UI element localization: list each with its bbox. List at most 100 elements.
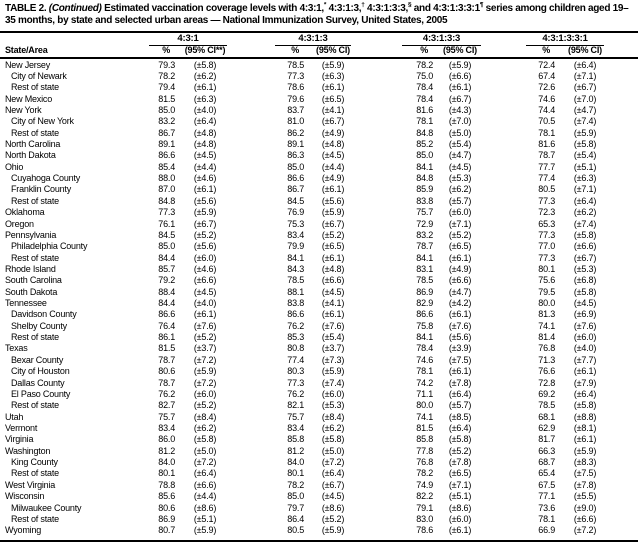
series-group-header: 4:3:1:3:3 (402, 33, 481, 46)
ci-cell: (±8.4) (193, 411, 217, 422)
percent-cell: 80.3 (287, 366, 304, 377)
percent-cell: 84.1 (287, 252, 304, 263)
ci-cell: (±6.5) (321, 93, 345, 104)
ci-cell: (±4.5) (448, 161, 472, 172)
ci-cell: (±6.2) (321, 423, 345, 433)
percent-cell: 83.0 (416, 513, 433, 524)
percent-cell: 78.2 (158, 70, 175, 81)
ci-cell: (±5.3) (573, 263, 597, 274)
percent-cell: 86.6 (158, 309, 175, 320)
area-cell: Oregon (5, 218, 34, 229)
ci-cell: (±6.6) (448, 70, 472, 81)
percent-cell: 75.7 (287, 411, 304, 422)
table-row: Rest of state 86.9 (±5.1) 86.4 (±5.2) 83.0 (±6… (0, 514, 613, 525)
ci-cell: (±7.1) (573, 184, 597, 195)
percent-cell: 79.1 (416, 502, 433, 513)
table-row: Wyoming 80.7 (±5.9) 80.5 (±5.9) 78.6 (±6.1) 66.… (0, 525, 613, 536)
area-cell: City of Houston (11, 366, 70, 377)
percent-cell: 83.2 (158, 116, 175, 127)
percent-cell: 74.9 (416, 479, 433, 490)
percent-cell: 68.7 (538, 457, 555, 468)
percent-cell: 65.3 (538, 218, 555, 229)
ci-cell: (±7.2) (321, 457, 345, 468)
percent-cell: 77.3 (287, 377, 304, 388)
footnote-marker: † (361, 1, 365, 9)
ci-cell: (±6.4) (321, 468, 345, 479)
percent-cell: 83.1 (416, 263, 433, 274)
percent-cell: 86.6 (416, 309, 433, 320)
percent-cell: 88.1 (287, 286, 304, 297)
percent-cell: 80.5 (538, 184, 555, 195)
percent-cell: 75.3 (287, 218, 304, 229)
series-group-underline (275, 45, 351, 46)
ci-cell: (±5.9) (193, 525, 217, 536)
percent-cell: 84.0 (287, 457, 304, 468)
ci-cell: (±5.4) (321, 332, 345, 343)
table-row: Rest of state 84.4 (±6.0) 84.1 (±6.1) 84.1 (±6… (0, 253, 613, 264)
ci-cell: (±4.7) (573, 104, 597, 115)
ci-cell: (±5.7) (448, 400, 472, 411)
ci-cell: (±5.0) (193, 445, 217, 456)
table-row: City of Houston 80.6 (±5.9) 80.3 (±5.9) 78.1 (… (0, 366, 613, 377)
percent-cell: 86.6 (287, 173, 304, 184)
percent-cell: 81.6 (538, 139, 555, 150)
column-header-ci: (95% CI) (443, 45, 477, 55)
percent-cell: 86.4 (287, 513, 304, 524)
percent-cell: 81.7 (538, 434, 555, 445)
header-bottom-rule (0, 56, 638, 59)
ci-cell: (±6.7) (573, 82, 597, 93)
ci-cell: (±6.1) (321, 252, 345, 263)
percent-cell: 82.2 (416, 491, 433, 502)
percent-cell: 72.6 (538, 82, 555, 93)
ci-cell: (±3.7) (321, 343, 345, 354)
ci-cell: (±6.1) (448, 525, 472, 536)
percent-cell: 89.1 (158, 139, 175, 150)
percent-cell: 83.2 (416, 229, 433, 240)
percent-cell: 80.1 (287, 468, 304, 479)
ci-cell: (±6.1) (193, 82, 217, 93)
ci-cell: (±6.6) (193, 479, 217, 490)
percent-cell: 76.2 (287, 388, 304, 399)
percent-cell: 84.8 (158, 195, 175, 206)
ci-cell: (±4.9) (448, 263, 472, 274)
table-row: El Paso County 76.2 (±6.0) 76.2 (±6.0) 71.1 (±… (0, 389, 613, 400)
ci-cell: (±5.9) (193, 207, 217, 218)
percent-cell: 74.2 (416, 377, 433, 388)
area-cell: Bexar County (11, 354, 64, 365)
ci-cell: (±6.2) (193, 423, 217, 433)
percent-cell: 68.1 (538, 411, 555, 422)
area-cell: King County (11, 457, 58, 468)
area-cell: Rest of state (11, 82, 59, 93)
percent-cell: 77.7 (538, 161, 555, 172)
area-cell: Oklahoma (5, 207, 45, 218)
ci-cell: (±5.9) (193, 366, 217, 377)
ci-cell: (±6.4) (193, 116, 217, 127)
ci-cell: (±3.9) (448, 343, 472, 354)
ci-cell: (±7.0) (448, 116, 472, 127)
percent-cell: 80.8 (287, 343, 304, 354)
table-row: Vermont 83.4 (±6.2) 83.4 (±6.2) 81.5 (±6.4) 62.… (0, 423, 613, 434)
ci-cell: (±6.3) (193, 93, 217, 104)
ci-cell: (±6.4) (573, 195, 597, 206)
ci-cell: (±4.9) (321, 127, 345, 138)
ci-cell: (±5.8) (193, 434, 217, 445)
percent-cell: 69.2 (538, 388, 555, 399)
ci-cell: (±5.9) (321, 366, 345, 377)
ci-cell: (±4.5) (573, 298, 597, 309)
ci-cell: (±5.4) (573, 150, 597, 161)
percent-cell: 81.2 (158, 445, 175, 456)
ci-cell: (±7.6) (321, 320, 345, 331)
ci-cell: (±6.1) (573, 434, 597, 445)
percent-cell: 77.1 (538, 491, 555, 502)
percent-cell: 76.8 (538, 343, 555, 354)
percent-cell: 74.6 (416, 354, 433, 365)
table-row: Rest of state 82.7 (±5.2) 82.1 (±5.3) 80.0 (±5… (0, 400, 613, 411)
ci-cell: (±7.9) (573, 377, 597, 388)
area-cell: West Virginia (5, 479, 56, 490)
percent-cell: 77.8 (416, 445, 433, 456)
percent-cell: 86.6 (287, 309, 304, 320)
table-row: Virginia 86.0 (±5.8) 85.8 (±5.8) 85.8 (±5.8) 81… (0, 434, 613, 445)
percent-cell: 74.1 (416, 411, 433, 422)
percent-cell: 85.0 (158, 104, 175, 115)
